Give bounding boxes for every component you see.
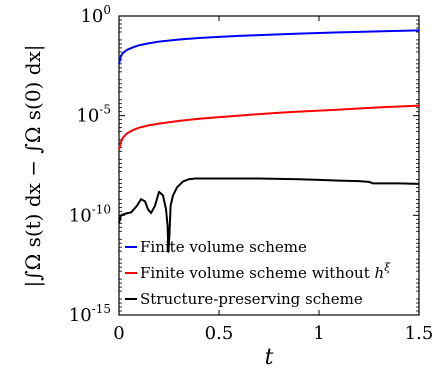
y-tick-label: 10-10 <box>69 202 111 226</box>
x-axis-label: t <box>265 345 274 370</box>
y-tick-exponent: -10 <box>92 202 111 216</box>
y-axis-label: |∫Ω s(t) dx − ∫Ω s(0) dx| <box>21 44 46 287</box>
x-tick-labels: 0 0.5 1 1.5 <box>113 323 432 344</box>
x-tick-label: 1.5 <box>405 323 432 344</box>
x-tick-label: 0.5 <box>205 323 234 344</box>
legend-label-finite-volume: Finite volume scheme <box>140 238 307 256</box>
legend-label-finite-volume-without-h: Finite volume scheme without hξ <box>140 261 391 282</box>
x-tick-label: 1 <box>313 323 324 344</box>
y-tick-base: 10 <box>80 6 103 27</box>
legend-label-structure-preserving: Structure-preserving scheme <box>140 290 363 308</box>
y-tick-base: 10 <box>76 106 99 127</box>
series-line-structure-preserving <box>118 177 420 253</box>
y-tick-exponent: -5 <box>99 103 111 117</box>
y-tick-base: 10 <box>69 305 92 326</box>
legend-label-xi-superscript: ξ <box>384 261 391 274</box>
y-tick-base: 10 <box>69 205 92 226</box>
series-line-finite-volume-without-h <box>118 104 420 150</box>
x-tick-label: 0 <box>113 323 124 344</box>
plot-area-frame <box>118 15 420 316</box>
y-tick-label: 100 <box>80 3 111 27</box>
y-tick-label: 10-15 <box>69 302 111 326</box>
series-lines <box>118 29 420 253</box>
y-tick-exponent: -15 <box>92 302 111 316</box>
series-line-finite-volume <box>118 29 420 65</box>
y-tick-exponent: 0 <box>103 3 111 17</box>
legend: Finite volume scheme Finite volume schem… <box>125 238 391 308</box>
legend-label-finite-volume-without-h-text: Finite volume scheme without <box>140 264 375 282</box>
y-tick-label: 10-5 <box>76 103 111 127</box>
legend-label-h: h <box>375 264 385 282</box>
